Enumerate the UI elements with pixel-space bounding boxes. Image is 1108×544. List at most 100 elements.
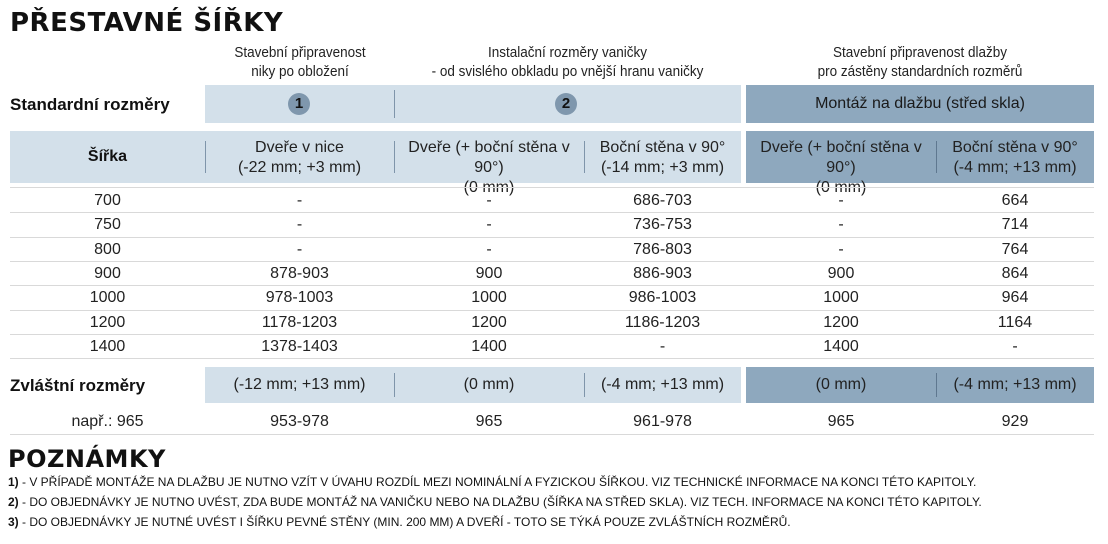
table-cell: 1200 [823, 313, 859, 331]
table-cell: - [838, 216, 844, 234]
tile-mount-band [746, 85, 1094, 123]
note-3: 3) - DO OBJEDNÁVKY JE NUTNÉ UVÉST I ŠÍŘK… [8, 514, 791, 530]
special-cell-5: (-4 mm; +13 mm) [953, 376, 1077, 393]
table-cell: 878-903 [270, 264, 329, 282]
column-header-3-line2: (-14 mm; +3 mm) [600, 159, 725, 176]
width-cell: 750 [94, 216, 121, 234]
special-cell-2: (0 mm) [463, 376, 515, 393]
table-cell: 864 [1001, 264, 1029, 282]
group-header-2-line1: Instalační rozměry vaničky [487, 44, 648, 61]
special-dimensions-label: Zvláštní rozměry [10, 376, 146, 395]
column-header-5-line1: Boční stěna v 90° [952, 139, 1078, 156]
row-divider [10, 187, 1094, 188]
note-2: 2) - DO OBJEDNÁVKY JE NUTNO UVÉST, ZDA B… [8, 494, 982, 510]
example-cell-2: 965 [475, 413, 503, 430]
notes-title: POZNÁMKY [8, 445, 166, 473]
table-cell: 764 [1001, 240, 1029, 258]
page-title: PŘESTAVNÉ ŠÍŘKY [10, 8, 284, 38]
width-cell: 800 [94, 240, 121, 258]
column-header-1: Dveře v nice (-22 mm; +3 mm) [205, 138, 394, 178]
table-cell: - [296, 240, 303, 258]
group-header-3-line1: Stavební připravenost dlažby [832, 44, 1008, 61]
badge-2: 2 [555, 93, 577, 115]
row-divider [10, 333, 1094, 335]
width-cell: 1400 [89, 337, 126, 355]
badge-1: 1 [288, 93, 310, 115]
table-cell: 900 [827, 264, 855, 282]
table-cell: 964 [1001, 289, 1029, 307]
table-cell: 986-1003 [628, 289, 697, 307]
standard-band [205, 85, 741, 123]
note-1-number: 1) [8, 475, 19, 489]
table-cell: - [296, 216, 303, 234]
divider [584, 373, 585, 397]
divider [936, 373, 937, 397]
table-cell: - [1012, 337, 1018, 355]
table-cell: - [838, 192, 844, 209]
divider [584, 141, 585, 173]
note-3-text: - DO OBJEDNÁVKY JE NUTNÉ UVÉST I ŠÍŘKU P… [18, 515, 791, 529]
special-band-dark [746, 367, 1094, 403]
row-divider [10, 358, 1094, 360]
row-divider [10, 236, 1094, 238]
column-header-1-line1: Dveře v nice [255, 139, 344, 156]
table-cell: 886-903 [633, 264, 692, 282]
width-column-header: Šířka [87, 148, 128, 165]
note-1: 1) - V PŘÍPADĚ MONTÁŽE NA DLAŽBU JE NUTN… [8, 474, 976, 490]
column-header-4: Dveře (+ boční stěna v 90°) (0 mm) [746, 138, 936, 198]
column-header-band-dark [746, 131, 1094, 183]
special-band [205, 367, 741, 403]
column-header-1-line2: (-22 mm; +3 mm) [237, 159, 362, 176]
special-cell-4: (0 mm) [815, 376, 867, 393]
divider [205, 141, 206, 173]
table-cell: 978-1003 [265, 289, 334, 307]
divider [394, 90, 395, 118]
example-cell-0: např.: 965 [71, 413, 144, 430]
group-header-2: Instalační rozměry vaničky - od svislého… [412, 43, 723, 81]
group-header-1-line1: Stavební připravenost [234, 44, 366, 61]
column-header-2-line1: Dveře (+ boční stěna v 90°) [408, 139, 570, 176]
table-cell: - [838, 240, 844, 258]
table-cell: - [486, 216, 492, 234]
example-cell-5: 929 [1001, 413, 1029, 430]
tile-mount-label: Montáž na dlažbu (střed skla) [815, 95, 1025, 112]
table-cell: - [296, 192, 303, 209]
table-cell: 736-753 [633, 216, 692, 234]
row-divider [10, 309, 1094, 311]
width-cell: 900 [94, 264, 121, 282]
row-divider [10, 285, 1094, 287]
note-3-number: 3) [8, 515, 19, 529]
column-header-5-line2: (-4 mm; +13 mm) [953, 159, 1077, 176]
table-cell: 1400 [823, 337, 859, 355]
table-cell: 1186-1203 [624, 313, 701, 331]
table-cell: - [659, 337, 666, 355]
table-cell: 1178-1203 [261, 313, 338, 331]
column-header-3: Boční stěna v 90° (-14 mm; +3 mm) [584, 138, 741, 178]
group-header-3-line2: pro zástěny standardních rozměrů [817, 63, 1023, 80]
special-cell-3: (-4 mm; +13 mm) [600, 376, 725, 393]
table-cell: - [486, 240, 492, 258]
column-header-5: Boční stěna v 90° (-4 mm; +13 mm) [936, 138, 1094, 178]
table-cell: 1378-1403 [261, 337, 338, 355]
group-header-2-line2: - od svislého obkladu po vnější hranu va… [431, 63, 704, 80]
table-cell: 1400 [471, 337, 507, 355]
group-header-1-line2: niky po obložení [251, 63, 349, 80]
table-cell: - [486, 192, 492, 209]
column-header-band [10, 131, 741, 183]
divider [394, 373, 395, 397]
example-cell-3: 961-978 [633, 413, 692, 430]
note-2-text: - DO OBJEDNÁVKY JE NUTNO UVÉST, ZDA BUDE… [18, 495, 982, 509]
row-divider [10, 434, 1094, 435]
table-cell: 1164 [997, 313, 1033, 331]
table-cell: 786-803 [633, 240, 692, 258]
divider [394, 141, 395, 173]
table-cell: 664 [1001, 192, 1029, 209]
standard-dimensions-label: Standardní rozměry [10, 95, 170, 114]
row-divider [10, 260, 1094, 262]
table-cell: 714 [1001, 216, 1029, 234]
group-header-3: Stavební připravenost dlažby pro zástěny… [763, 43, 1076, 81]
row-divider [10, 212, 1094, 214]
table-cell: 1000 [823, 289, 859, 307]
example-cell-1: 953-978 [270, 413, 329, 430]
table-cell: 686-703 [633, 192, 692, 209]
